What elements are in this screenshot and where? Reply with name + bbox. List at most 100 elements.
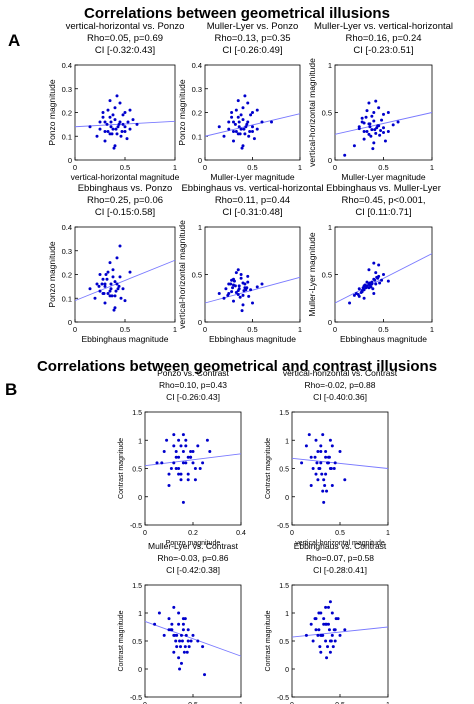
data-point	[162, 450, 166, 454]
x-axis-label: Muller-Lyer magnitude	[210, 172, 295, 182]
data-point	[321, 489, 325, 493]
data-point	[372, 292, 376, 295]
y-tick-label: 0.2	[62, 109, 72, 118]
y-axis-label: vertical-horizontal magnitude	[177, 220, 187, 329]
data-point	[332, 467, 336, 470]
data-point	[324, 639, 328, 643]
data-point	[103, 301, 107, 305]
data-point	[371, 287, 375, 291]
y-tick-label: -0.5	[130, 523, 142, 530]
y-tick-label: -0.5	[277, 695, 289, 702]
data-point	[205, 438, 209, 442]
data-point	[187, 645, 191, 649]
y-tick-label: 0	[138, 667, 142, 674]
data-point	[103, 120, 107, 124]
data-point	[170, 622, 174, 626]
scatter-chart-7: Ponzo vs. Contrast Rho=0.10, p=0.43 CI [-0…	[118, 368, 246, 547]
section-title-b: Correlations between geometrical and con…	[37, 358, 437, 375]
data-point	[178, 639, 182, 643]
x-axis-label: Ebbinghaus magnitude	[82, 334, 169, 344]
data-point	[233, 122, 237, 126]
data-point	[334, 617, 338, 621]
data-point	[201, 645, 205, 649]
regression-line	[334, 253, 433, 304]
data-point	[232, 299, 235, 303]
data-point	[115, 132, 119, 136]
data-point	[183, 645, 187, 649]
x-tick-label: 0.4	[236, 530, 246, 537]
data-point	[117, 122, 121, 126]
data-point	[368, 281, 372, 285]
data-point	[241, 303, 245, 307]
data-point	[105, 277, 109, 281]
data-point	[120, 130, 124, 133]
data-point	[260, 120, 264, 124]
data-point	[135, 122, 139, 126]
data-point	[123, 111, 127, 114]
data-point	[326, 605, 330, 609]
chart-title-line: CI [-0.26:0.49]	[222, 45, 282, 56]
data-point	[245, 122, 249, 126]
data-point	[180, 639, 184, 643]
data-point	[370, 114, 374, 118]
data-point	[157, 611, 161, 615]
data-point	[322, 617, 326, 621]
x-tick-label: 1	[173, 163, 177, 172]
x-tick-label: 0	[73, 163, 77, 172]
chart-title-line: Rho=0.25, p=0.06	[87, 195, 163, 206]
data-point	[252, 137, 256, 141]
data-point	[326, 461, 330, 465]
data-point	[177, 656, 181, 660]
data-point	[105, 122, 109, 126]
chart-title-line: Rho=-0.02, p=0.88	[305, 380, 376, 390]
y-tick-label: 1.5	[279, 583, 289, 590]
data-point	[246, 120, 250, 124]
data-point	[109, 120, 113, 124]
y-tick-label: 0.1	[62, 294, 72, 303]
data-point	[322, 500, 326, 504]
data-point	[396, 120, 400, 124]
data-point	[117, 284, 121, 288]
axes-frame	[291, 411, 389, 526]
data-point	[230, 278, 234, 282]
x-tick-label: 0	[143, 530, 147, 537]
data-point	[103, 130, 107, 133]
data-point	[241, 293, 245, 297]
data-point	[367, 132, 371, 136]
chart-title-line: CI [-0.28:0.41]	[313, 565, 367, 575]
data-point	[181, 461, 185, 465]
y-tick-label: 1	[198, 223, 202, 232]
data-point	[179, 444, 183, 448]
data-point	[251, 130, 254, 133]
data-point	[369, 134, 373, 138]
chart-title-line: CI [0.11:0.71]	[355, 207, 411, 218]
data-point	[234, 271, 238, 275]
chart-title-line: Ebbinghaus vs. Ponzo	[78, 183, 173, 194]
data-point	[307, 433, 311, 437]
data-point	[300, 461, 304, 465]
data-point	[128, 270, 132, 274]
axes-frame	[334, 64, 433, 161]
y-axis-label: Ponzo magnitude	[177, 79, 187, 145]
axes-frame	[144, 411, 242, 526]
y-axis-label: Contrast magnitude	[265, 610, 272, 671]
data-point	[189, 455, 193, 459]
data-point	[322, 478, 326, 482]
scatter-chart-8: vertical-horizontal vs. Contrast Rho=-0.0…	[265, 368, 398, 547]
data-point	[115, 256, 119, 260]
data-point	[113, 144, 117, 148]
data-point	[246, 101, 250, 105]
data-point	[362, 296, 366, 300]
data-point	[121, 122, 125, 126]
data-point	[185, 650, 189, 654]
data-point	[109, 125, 113, 129]
data-point	[309, 483, 313, 487]
data-point	[309, 622, 313, 626]
x-tick-label: 0	[73, 325, 77, 334]
chart-title-line: Rho=0.13, p=0.35	[214, 33, 290, 44]
data-point	[93, 296, 97, 300]
data-point	[172, 650, 176, 654]
data-point	[208, 450, 212, 454]
data-point	[248, 130, 252, 133]
data-point	[224, 287, 228, 291]
